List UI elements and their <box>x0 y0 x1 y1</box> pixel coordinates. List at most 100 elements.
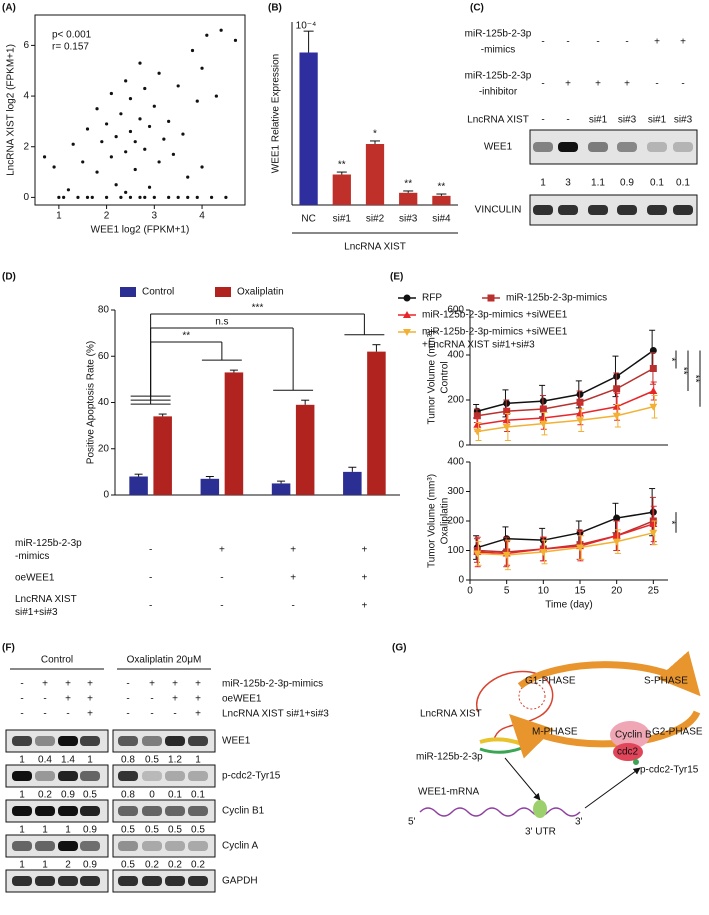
x-tick-label: si#1 <box>333 214 352 225</box>
lane-sign: - <box>43 694 46 705</box>
point <box>109 91 113 96</box>
marker <box>649 529 658 537</box>
significance: ** <box>338 160 346 171</box>
point <box>147 124 152 129</box>
point <box>124 150 128 154</box>
lane-sign: + <box>565 79 571 90</box>
quantification: 0.2 <box>38 790 52 801</box>
y-tick-label: 2 <box>23 141 29 152</box>
lane-sign: - <box>596 37 599 48</box>
legend-swatch <box>120 287 136 297</box>
band <box>558 142 578 152</box>
band <box>35 736 55 746</box>
legend-label: miR-125b-2-3p-mimics +siWEE1 <box>422 310 568 321</box>
condition-sign: - <box>149 573 152 584</box>
point <box>71 142 75 146</box>
y-tick-label: 400 <box>447 350 464 361</box>
marker <box>649 519 658 527</box>
row-label: miR-125b-2-3p-mimics <box>222 679 323 690</box>
condition-sign: + <box>361 601 367 612</box>
five-prime: 5' <box>408 817 416 828</box>
marker <box>403 294 411 302</box>
blot-frame <box>5 764 109 788</box>
quantification: 0.9 <box>61 790 75 801</box>
band <box>588 142 608 152</box>
y-tick-label: 40 <box>98 397 110 408</box>
point <box>224 195 228 199</box>
cdc2-shape <box>613 743 643 761</box>
point <box>152 104 156 108</box>
marker <box>473 412 481 420</box>
band <box>673 142 693 152</box>
point <box>62 195 66 199</box>
phospho-label: p-cdc2-Tyr15 <box>640 765 699 776</box>
blot-frame <box>112 869 216 893</box>
blot-frame <box>112 764 216 788</box>
band <box>58 841 78 851</box>
band <box>80 806 100 816</box>
y-tick-label: 200 <box>447 516 464 527</box>
point <box>124 190 128 194</box>
quantification: 0.4 <box>38 755 52 766</box>
band <box>12 736 32 746</box>
quantification: 0.9 <box>620 178 634 189</box>
condition-sign: - <box>220 601 223 612</box>
series-line <box>477 390 654 426</box>
quantification: 0.8 <box>121 790 135 801</box>
band <box>58 736 78 746</box>
marker <box>502 424 511 431</box>
band <box>188 806 208 816</box>
mrna-shape <box>419 807 581 817</box>
lane-sign: + <box>87 694 93 705</box>
bar <box>343 471 362 495</box>
series-line <box>477 523 654 555</box>
point <box>124 79 128 83</box>
lane-sign: + <box>172 694 178 705</box>
y-axis-label: Tumor Volume (mm³) <box>427 330 438 424</box>
lane-sign: - <box>20 679 23 690</box>
band <box>118 771 138 781</box>
bar <box>365 144 385 205</box>
panel-label: (G) <box>392 643 406 654</box>
y-axis-label: Positive Apoptosis Rate (%) <box>86 341 97 464</box>
annotation: p< 0.001 <box>52 30 92 41</box>
point <box>114 135 118 139</box>
x-tick-label: 0 <box>467 586 473 597</box>
series-line <box>477 406 654 433</box>
quantification: 1 <box>65 825 71 836</box>
legend-label: +LncRNA XIST si#1+si#3 <box>422 340 535 351</box>
blot-label: GAPDH <box>222 876 258 887</box>
band <box>617 142 637 152</box>
quantification: 0.5 <box>191 825 205 836</box>
quantification: 0 <box>149 790 155 801</box>
marker <box>502 551 511 559</box>
quantification: 0.8 <box>121 755 135 766</box>
condition-sign: - <box>149 545 152 556</box>
marker <box>502 416 511 424</box>
x-tick-label: si#4 <box>432 214 451 225</box>
lane-sign: + <box>195 679 201 690</box>
band <box>188 841 208 851</box>
y-tick-label: 60 <box>98 351 110 362</box>
significance: * <box>665 358 676 362</box>
x-tick-label: 1 <box>56 211 62 222</box>
quantification: 0.2 <box>145 860 159 871</box>
bar <box>224 372 244 495</box>
blot-frame <box>5 834 109 858</box>
marker <box>649 403 658 411</box>
group-label: Oxaliplatin 20μM <box>127 655 202 666</box>
y-tick-label: 200 <box>447 395 464 406</box>
lane-sign: + <box>595 79 601 90</box>
point <box>76 195 80 199</box>
band <box>558 205 578 215</box>
quantification: 1 <box>19 860 25 871</box>
utr-label: 3' UTR <box>525 827 556 838</box>
lane-sign: + <box>65 694 71 705</box>
band <box>142 876 162 886</box>
row-label: miR-125b-2-3p <box>465 29 532 40</box>
panel-label: (C) <box>470 3 484 14</box>
blot-frame <box>5 729 109 753</box>
axes-frame <box>34 14 246 206</box>
marker <box>403 329 411 336</box>
marker <box>576 409 584 417</box>
